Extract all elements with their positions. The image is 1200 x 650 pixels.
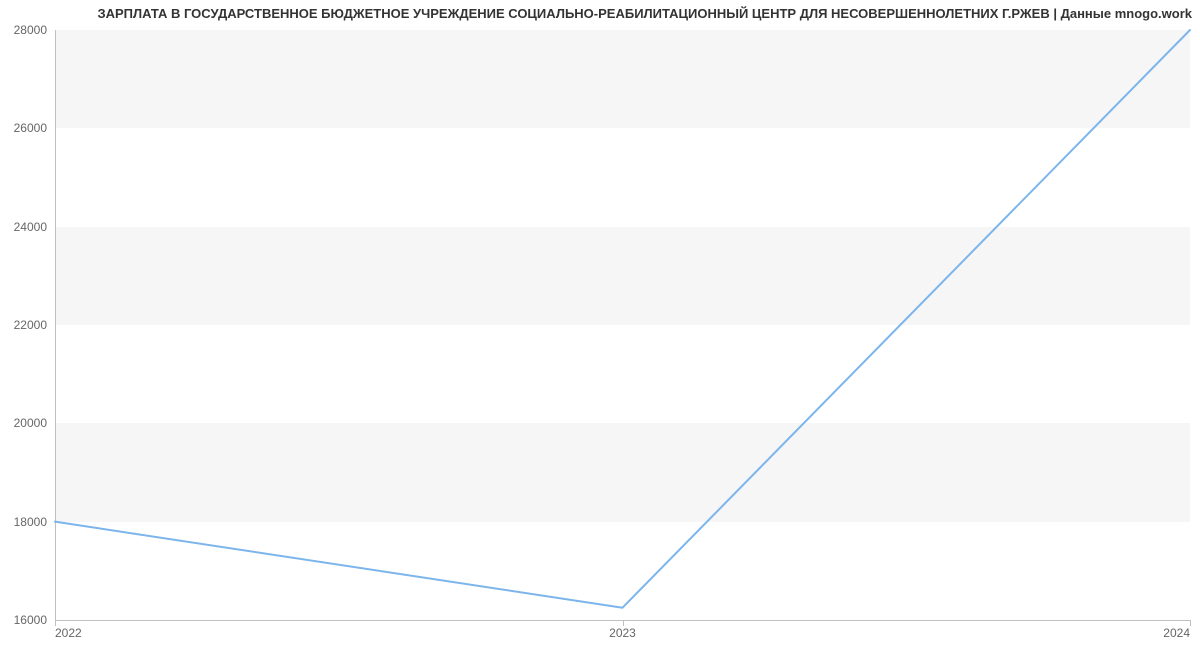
series-line-salary (55, 30, 1190, 608)
plot-area: 1600018000200002200024000260002800020222… (55, 30, 1190, 620)
chart-container: ЗАРПЛАТА В ГОСУДАРСТВЕННОЕ БЮДЖЕТНОЕ УЧР… (0, 0, 1200, 650)
y-tick-label: 22000 (14, 318, 55, 332)
chart-title: ЗАРПЛАТА В ГОСУДАРСТВЕННОЕ БЮДЖЕТНОЕ УЧР… (0, 6, 1192, 21)
y-tick-label: 18000 (14, 515, 55, 529)
x-tick-label: 2024 (1163, 620, 1190, 640)
x-tick-label: 2023 (609, 620, 636, 640)
y-tick-label: 28000 (14, 23, 55, 37)
x-tick-label: 2022 (55, 620, 82, 640)
y-tick-label: 24000 (14, 220, 55, 234)
y-tick-label: 26000 (14, 121, 55, 135)
series-svg (55, 30, 1190, 620)
y-tick-label: 16000 (14, 613, 55, 627)
y-tick-label: 20000 (14, 416, 55, 430)
